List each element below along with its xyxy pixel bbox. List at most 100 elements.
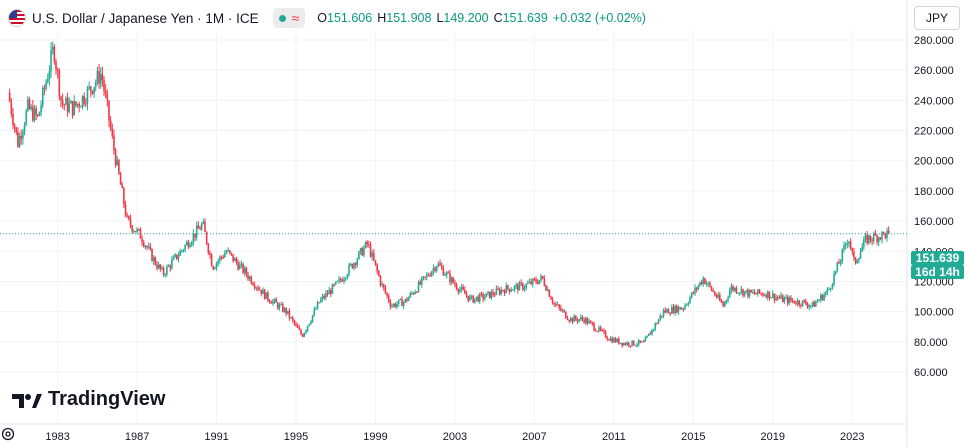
candle-body xyxy=(702,278,705,284)
candle-body xyxy=(338,278,340,282)
x-tick-label: 1999 xyxy=(363,431,387,443)
candle-body xyxy=(791,300,794,302)
candle-body xyxy=(51,46,54,50)
candle-body xyxy=(505,285,508,294)
candle-body xyxy=(65,97,67,105)
candle-body xyxy=(449,273,451,283)
candle-body xyxy=(233,258,236,262)
candle-body xyxy=(363,247,365,256)
candle-body xyxy=(118,159,120,174)
candle-body xyxy=(828,288,830,290)
candle-body xyxy=(788,297,791,304)
candle-body xyxy=(768,291,771,299)
candle-body xyxy=(328,290,330,295)
candle-body xyxy=(614,338,617,343)
x-tick-label: 2015 xyxy=(681,431,705,443)
candle-body xyxy=(748,289,751,297)
candle-body xyxy=(780,295,782,299)
candle-body xyxy=(821,295,824,301)
candle-body xyxy=(70,101,72,104)
candle-body xyxy=(755,293,758,295)
candle-body xyxy=(341,280,344,282)
candle-body xyxy=(455,285,458,290)
candle-body xyxy=(535,279,537,283)
candle-body xyxy=(771,293,774,298)
candle-body xyxy=(229,250,231,253)
candle-body xyxy=(333,284,335,286)
candle-body xyxy=(329,290,332,294)
candle-body xyxy=(435,266,438,271)
candle-body xyxy=(369,244,372,257)
candle-body xyxy=(176,254,178,259)
candle-body xyxy=(775,297,777,301)
candle-body xyxy=(697,285,700,290)
candle-body xyxy=(215,262,218,268)
candle-body xyxy=(96,71,99,83)
candle-body xyxy=(843,245,845,250)
candle-body xyxy=(399,298,402,300)
candle-body xyxy=(174,254,176,257)
market-status-badge[interactable]: ≈ xyxy=(272,8,306,28)
candle-body xyxy=(351,264,354,269)
candle-body xyxy=(119,173,122,185)
candle-body xyxy=(94,82,97,88)
candle-body xyxy=(666,309,668,313)
candle-body xyxy=(657,319,660,324)
candle-body xyxy=(767,291,769,298)
candle-body xyxy=(151,249,153,262)
candle-body xyxy=(619,342,622,344)
candle-body xyxy=(366,241,369,245)
candle-body xyxy=(285,308,287,314)
candle-body xyxy=(548,289,551,297)
candle-body xyxy=(819,295,822,300)
x-tick-label: 1991 xyxy=(204,431,228,443)
candle-body xyxy=(207,243,210,253)
candle-body xyxy=(106,94,109,101)
candle-body xyxy=(111,128,114,136)
candle-body xyxy=(604,331,607,338)
candle-body xyxy=(295,323,297,326)
currency-button[interactable]: JPY xyxy=(914,6,960,30)
candle-body xyxy=(22,131,24,139)
candle-body xyxy=(197,225,200,229)
candle-body xyxy=(184,245,186,250)
candle-body xyxy=(474,298,476,303)
candle-body xyxy=(526,283,529,285)
gear-icon[interactable] xyxy=(0,426,16,442)
y-tick-label: 200.000 xyxy=(914,156,954,168)
symbol-title[interactable]: U.S. Dollar / Japanese Yen · 1M · ICE xyxy=(32,10,259,26)
candle-body xyxy=(331,284,334,294)
candle-body xyxy=(384,287,387,293)
candle-body xyxy=(682,308,685,310)
candle-body xyxy=(836,262,839,271)
candle-body xyxy=(187,241,190,248)
candle-body xyxy=(296,325,299,328)
candle-body xyxy=(156,264,158,269)
candle-body xyxy=(858,258,860,261)
chart-legend: U.S. Dollar / Japanese Yen · 1M · ICE ≈ … xyxy=(8,8,646,28)
candle-body xyxy=(667,309,670,314)
candle-body xyxy=(502,289,504,291)
candle-body xyxy=(513,285,516,290)
candle-body xyxy=(859,251,862,259)
candle-body xyxy=(867,235,870,244)
candle-body xyxy=(629,345,632,347)
candle-body xyxy=(647,333,650,336)
candle-body xyxy=(63,104,66,106)
candle-body xyxy=(13,124,16,128)
candle-body xyxy=(796,300,799,305)
candle-body xyxy=(209,252,211,255)
candle-body xyxy=(632,340,635,346)
candle-body xyxy=(765,295,767,298)
candle-body xyxy=(277,302,279,309)
candle-body xyxy=(560,307,562,311)
close-value: 151.639 xyxy=(502,11,548,25)
candle-body xyxy=(762,293,764,296)
candle-body xyxy=(512,289,514,291)
candle-body xyxy=(813,302,815,307)
tradingview-logo[interactable]: TradingView xyxy=(12,388,165,411)
candle-body xyxy=(778,297,781,299)
candle-body xyxy=(834,270,837,274)
